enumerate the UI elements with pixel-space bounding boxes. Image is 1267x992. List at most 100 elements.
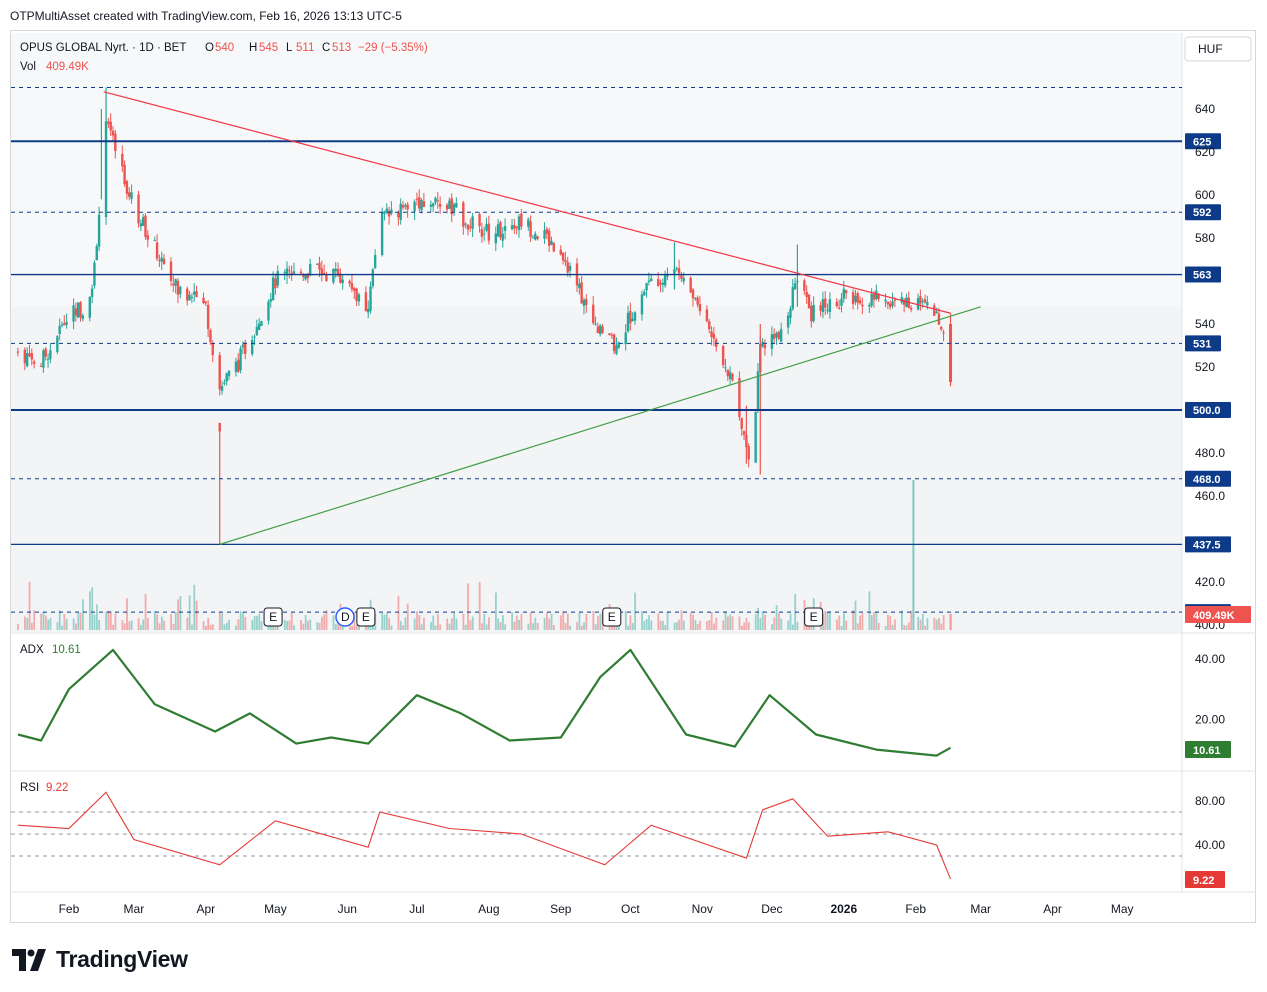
volume-bar (79, 612, 82, 630)
candle-body (886, 301, 890, 305)
currency-box (1184, 36, 1252, 62)
candle-body (596, 326, 600, 334)
price-tick-label: 420.0 (1195, 575, 1225, 589)
volume-bar (710, 611, 713, 630)
volume-bar (47, 619, 50, 630)
volume-bar (221, 613, 224, 630)
time-tick-label: 2026 (830, 902, 857, 916)
volume-bar (536, 622, 539, 630)
volume-bar (836, 619, 838, 630)
candle-body (415, 198, 419, 200)
candle-body (269, 299, 272, 302)
rsi-line (17, 791, 952, 880)
candle-body (158, 259, 161, 261)
candle-body (401, 205, 405, 208)
volume-bar (585, 614, 588, 630)
level-badge (1185, 204, 1221, 221)
volume-bar (44, 615, 47, 630)
candle-body (501, 233, 504, 241)
candle-body (592, 304, 595, 324)
candle-body (244, 342, 247, 354)
tradingview-brand[interactable]: TradingView (12, 946, 188, 973)
candle-body (659, 282, 662, 285)
volume-badge-label: 409.49K (1193, 610, 1235, 622)
candle-body (615, 345, 618, 354)
candle-body (225, 373, 228, 382)
volume-bar (624, 611, 627, 630)
volume-bar (854, 600, 857, 630)
candle-body (496, 224, 500, 237)
volume-bar (223, 624, 226, 630)
volume-bar (696, 623, 699, 630)
volume-bar (202, 621, 205, 630)
candle-body (285, 268, 289, 276)
volume-bar (926, 618, 929, 630)
volume-bar (534, 617, 537, 630)
volume-bar (796, 621, 799, 630)
adx-tick-label: 40.00 (1195, 652, 1225, 666)
earnings-marker (602, 607, 622, 627)
candle-body (870, 293, 873, 306)
level-badge (1185, 402, 1231, 418)
candle-body (16, 351, 20, 353)
volume-bar (715, 617, 718, 630)
volume-bar (144, 593, 147, 630)
earnings-marker-label: E (810, 610, 818, 624)
volume-bar (546, 612, 548, 630)
candle-body (364, 292, 368, 311)
volume-bar (253, 616, 256, 630)
candle-body (877, 293, 880, 300)
candle-body (429, 204, 433, 207)
rsi-badge (1185, 871, 1225, 888)
volume-bar (462, 613, 465, 630)
candle-body (580, 282, 583, 304)
candle-body (921, 300, 924, 302)
candle-body (478, 214, 481, 227)
candle-body (81, 315, 85, 319)
candle-body (661, 282, 665, 285)
adx-badge-label: 10.61 (1193, 745, 1221, 757)
volume-bar (511, 612, 514, 630)
candle-body (385, 208, 388, 213)
volume-bar (877, 622, 880, 630)
level-badge-label: 437.5 (1193, 539, 1221, 551)
price-tick-label: 640 (1195, 102, 1215, 116)
volume-bar (423, 617, 425, 630)
volume-bar (761, 611, 764, 630)
legend-symbol: OPUS GLOBAL Nyrt. · 1D · BET (20, 42, 186, 54)
volume-bar (471, 616, 474, 630)
volume-bar (42, 611, 45, 630)
volume-bar (706, 621, 708, 630)
candle-body (608, 333, 611, 335)
candle-body (355, 288, 358, 302)
volume-bar (583, 622, 585, 630)
candle-body (761, 341, 764, 347)
candle-body (336, 268, 340, 276)
volume-bar (89, 591, 91, 630)
volume-bar (518, 619, 520, 630)
candle-body (123, 164, 126, 185)
candle-body (23, 349, 27, 364)
volume-bar (903, 625, 906, 630)
candle-body (803, 280, 806, 291)
candle-body (698, 304, 702, 312)
volume-bar (483, 614, 486, 630)
candle-body (299, 271, 303, 274)
candle-body (63, 323, 66, 326)
candle-body (471, 216, 474, 229)
candle-body (657, 279, 660, 286)
volume-bar (453, 613, 456, 630)
volume-bar (497, 618, 500, 630)
candle-body (494, 233, 497, 244)
candle-body (422, 201, 426, 208)
candle-body (190, 296, 194, 298)
candle-body (350, 283, 354, 290)
time-tick-label: Mar (970, 902, 991, 916)
volume-bar (722, 620, 725, 630)
rsi-tick-label: 40.00 (1195, 838, 1225, 852)
volume-bar (137, 618, 140, 630)
volume-bar (397, 595, 400, 630)
volume-bar (859, 615, 862, 630)
candle-body (153, 240, 156, 242)
